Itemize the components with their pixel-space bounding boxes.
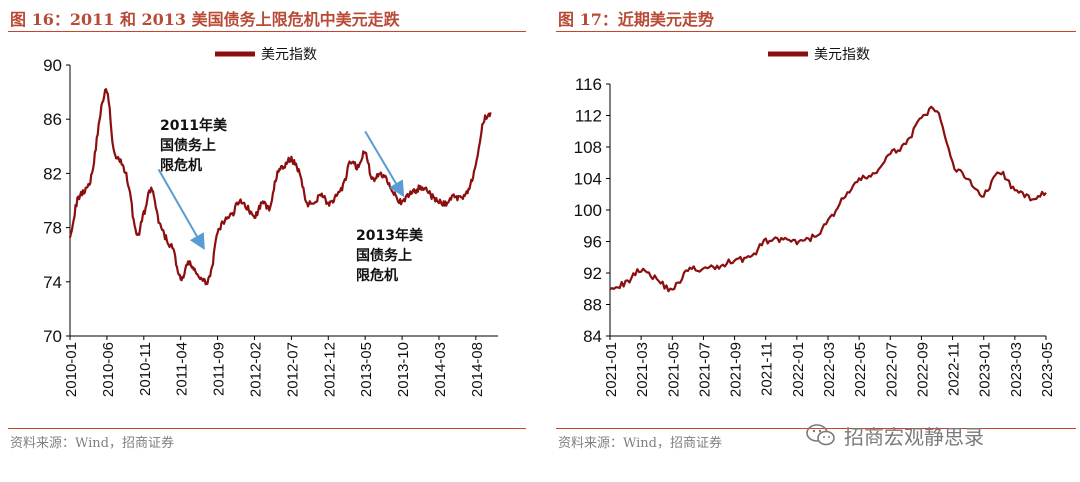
left-series-line: [68, 88, 492, 286]
right-source-note: 资料来源：Wind，招商证券: [558, 436, 722, 451]
right-x-tick-label: 2022-01: [790, 342, 807, 397]
left-panel: 图 16：2011 和 2013 美国债务上限危机中美元走跌 美元指数 90 86 8…: [0, 0, 530, 482]
left-annotation-text: 国债务上: [356, 247, 412, 264]
right-y-tick-label: 88: [583, 296, 602, 315]
left-legend-label: 美元指数: [261, 47, 317, 63]
left-y-tick-label: 82: [43, 164, 62, 183]
right-x-tick-label: 2021-07: [696, 342, 713, 397]
left-x-tick-label: 2014-08: [469, 342, 486, 397]
right-y-tick-label: 116: [575, 75, 602, 94]
right-x-tick-label: 2021-03: [634, 342, 651, 397]
right-y-tick-label: 92: [583, 264, 602, 283]
right-legend-label: 美元指数: [814, 47, 870, 63]
left-figure-title: 图 16：2011 和 2013 美国债务上限危机中美元走跌: [10, 10, 400, 29]
right-y-tick-label: 104: [574, 170, 602, 189]
right-y-tick-label: 84: [583, 327, 602, 346]
left-y-tick-label: 90: [43, 56, 62, 75]
left-annotation-text: 国债务上: [160, 137, 216, 154]
left-x-tick-label: 2012-12: [321, 342, 338, 397]
left-y-tick-label: 74: [43, 273, 62, 292]
right-x-tick-label: 2023-01: [977, 342, 994, 397]
right-y-tick-label: 108: [574, 138, 602, 157]
left-x-tick-label: 2010-01: [63, 342, 80, 397]
right-x-tick-label: 2021-05: [665, 342, 682, 397]
left-x-tick-label: 2012-07: [284, 342, 301, 397]
right-x-tick-label: 2022-05: [852, 342, 869, 397]
right-x-tick-label: 2021-11: [759, 342, 776, 396]
left-annotation-arrow: [364, 130, 405, 198]
right-x-tick-label: 2022-09: [914, 342, 931, 397]
right-figure-title: 图 17：近期美元走势: [558, 10, 714, 29]
left-annotation-text: 限危机: [356, 267, 398, 284]
left-annotation-arrow: [157, 168, 205, 251]
right-x-tick-label: 2022-11: [946, 342, 963, 396]
left-annotation-text: 2013年美: [356, 227, 424, 244]
right-x-tick-label: 2022-03: [821, 342, 838, 397]
watermark-text: 招商宏观静思录: [844, 424, 984, 449]
left-x-tick-label: 2013-10: [395, 342, 412, 397]
right-x-tick-label: 2023-03: [1008, 342, 1025, 397]
right-panel: 图 17：近期美元走势 美元指数 116 112 108 104 100 96 92 88 84 2…: [548, 0, 1080, 482]
right-x-tick-label: 2021-01: [603, 342, 620, 397]
left-x-tick-label: 2014-03: [432, 342, 449, 397]
left-y-tick-label: 78: [43, 219, 62, 238]
left-annotation-text: 限危机: [160, 157, 202, 174]
wechat-icon: [806, 424, 835, 446]
left-x-tick-label: 2011-04: [174, 342, 191, 396]
watermark: 招商宏观静思录: [806, 420, 984, 450]
right-source-rule: [556, 428, 1076, 429]
left-x-tick-label: 2011-09: [211, 342, 228, 396]
right-y-tick-label: 100: [574, 201, 602, 220]
left-source-rule: [8, 428, 526, 429]
right-y-tick-label: 96: [583, 233, 602, 252]
left-title-rule: [8, 31, 526, 32]
left-x-tick-label: 2010-11: [137, 342, 154, 396]
left-source-note: 资料来源：Wind，招商证券: [10, 436, 174, 451]
left-y-tick-label: 86: [43, 110, 62, 129]
left-x-tick-label: 2013-05: [358, 342, 375, 397]
left-x-tick-label: 2010-06: [100, 342, 117, 397]
right-y-tick-label: 112: [575, 107, 602, 126]
left-y-tick-label: 70: [43, 327, 62, 346]
left-x-tick-label: 2012-02: [247, 342, 264, 397]
right-series-line: [609, 105, 1047, 293]
right-x-tick-label: 2022-07: [883, 342, 900, 397]
right-x-tick-label: 2021-09: [728, 342, 745, 397]
right-title-rule: [556, 31, 1076, 32]
right-x-tick-label: 2023-05: [1039, 342, 1056, 397]
left-annotation-text: 2011年美: [160, 117, 228, 134]
